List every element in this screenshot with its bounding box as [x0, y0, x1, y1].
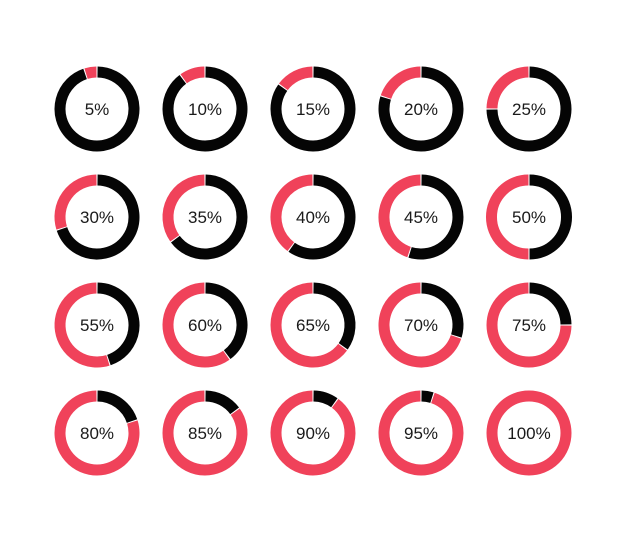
- progress-ring-30: 30%: [54, 174, 140, 260]
- progress-label: 70%: [404, 316, 438, 335]
- progress-arc: [162, 282, 230, 368]
- remaining-arc: [378, 66, 464, 152]
- progress-arc: [378, 174, 421, 258]
- remaining-arc: [421, 390, 434, 403]
- progress-label: 25%: [512, 100, 546, 119]
- progress-arc: [378, 282, 462, 368]
- progress-arc: [486, 174, 529, 260]
- progress-label: 55%: [80, 316, 114, 335]
- progress-label: 85%: [188, 424, 222, 443]
- progress-label: 5%: [85, 100, 110, 119]
- remaining-arc: [313, 282, 356, 350]
- progress-ring-70: 70%: [378, 282, 464, 368]
- remaining-arc: [529, 282, 572, 325]
- remaining-arc: [421, 282, 464, 338]
- remaining-arc: [205, 390, 240, 415]
- progress-label: 35%: [188, 208, 222, 227]
- progress-arc: [180, 66, 205, 84]
- progress-label: 60%: [188, 316, 222, 335]
- progress-ring-55: 55%: [54, 282, 140, 368]
- remaining-arc: [529, 174, 572, 260]
- progress-ring-50: 50%: [486, 174, 572, 260]
- progress-arc: [162, 174, 205, 242]
- progress-label: 20%: [404, 100, 438, 119]
- progress-arc: [54, 282, 110, 368]
- progress-arc: [54, 174, 97, 230]
- progress-label: 75%: [512, 316, 546, 335]
- remaining-arc: [54, 66, 140, 152]
- progress-label: 40%: [296, 208, 330, 227]
- progress-arc: [486, 282, 572, 368]
- progress-arc: [54, 390, 140, 476]
- progress-label: 50%: [512, 208, 546, 227]
- progress-arc: [486, 390, 572, 476]
- progress-ring-60: 60%: [162, 282, 248, 368]
- progress-ring-25: 25%: [486, 66, 572, 152]
- remaining-arc: [97, 390, 138, 424]
- progress-arc: [162, 390, 248, 476]
- progress-arc: [270, 282, 348, 368]
- progress-label: 80%: [80, 424, 114, 443]
- progress-ring-45: 45%: [378, 174, 464, 260]
- progress-label: 10%: [188, 100, 222, 119]
- progress-label: 45%: [404, 208, 438, 227]
- remaining-arc: [288, 174, 356, 260]
- progress-ring-100: 100%: [486, 390, 572, 476]
- progress-ring-5: 5%: [54, 66, 140, 152]
- progress-ring-90: 90%: [270, 390, 356, 476]
- progress-arc: [380, 66, 421, 100]
- remaining-arc: [486, 66, 572, 152]
- progress-ring-40: 40%: [270, 174, 356, 260]
- remaining-arc: [170, 174, 248, 260]
- progress-ring-75: 75%: [486, 282, 572, 368]
- remaining-arc: [97, 282, 140, 366]
- progress-label: 65%: [296, 316, 330, 335]
- remaining-arc: [56, 174, 140, 260]
- remaining-arc: [408, 174, 464, 260]
- progress-arc: [486, 66, 529, 109]
- progress-arc: [270, 174, 313, 252]
- progress-arc: [270, 390, 356, 476]
- progress-ring-15: 15%: [270, 66, 356, 152]
- progress-ring-10: 10%: [162, 66, 248, 152]
- remaining-arc: [162, 66, 248, 152]
- progress-label: 30%: [80, 208, 114, 227]
- progress-ring-80: 80%: [54, 390, 140, 476]
- progress-label: 15%: [296, 100, 330, 119]
- progress-arc: [84, 66, 97, 79]
- progress-ring-65: 65%: [270, 282, 356, 368]
- remaining-arc: [313, 390, 338, 408]
- progress-ring-20: 20%: [378, 66, 464, 152]
- progress-ring-35: 35%: [162, 174, 248, 260]
- progress-arc: [278, 66, 313, 91]
- progress-ring-95: 95%: [378, 390, 464, 476]
- progress-label: 90%: [296, 424, 330, 443]
- progress-label: 100%: [507, 424, 550, 443]
- progress-label: 95%: [404, 424, 438, 443]
- progress-arc: [378, 390, 464, 476]
- remaining-arc: [270, 66, 356, 152]
- progress-ring-85: 85%: [162, 390, 248, 476]
- remaining-arc: [205, 282, 248, 360]
